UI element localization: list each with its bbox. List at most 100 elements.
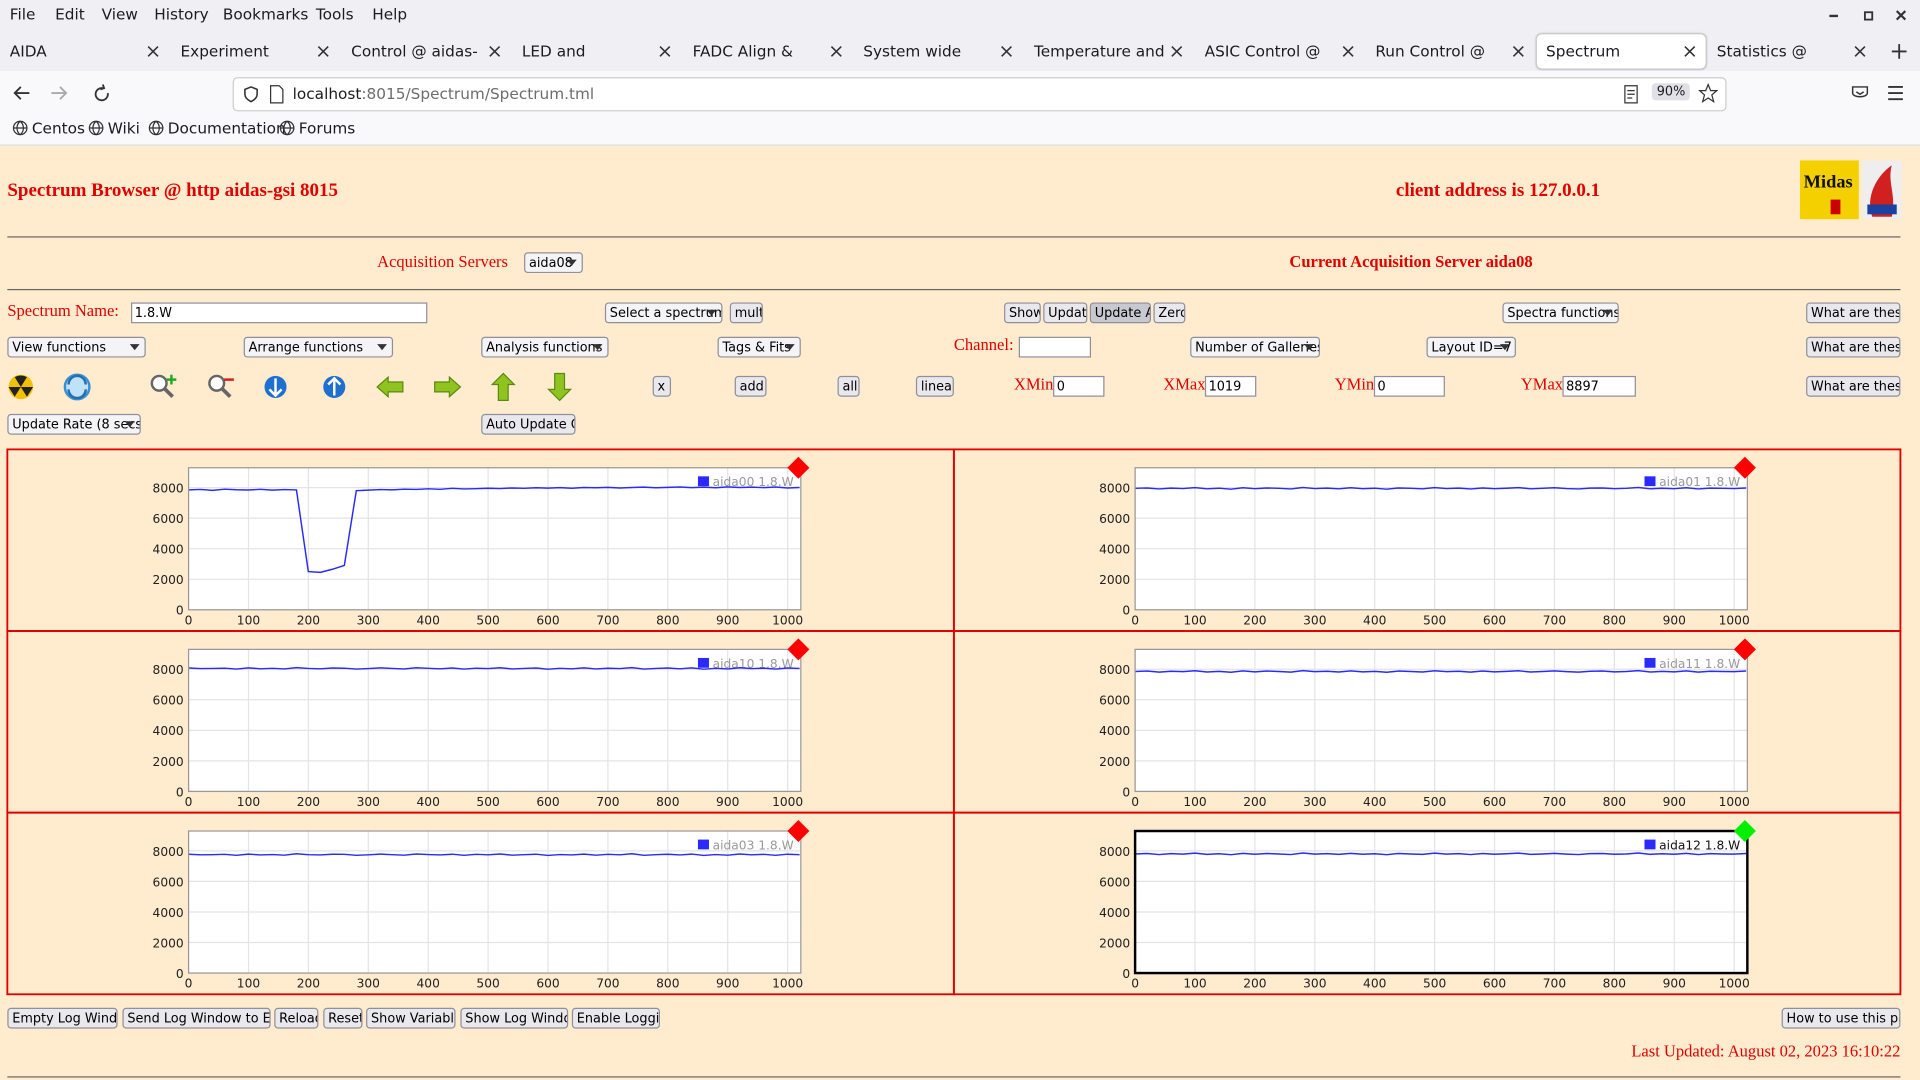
- x-tick-label: 500: [1423, 613, 1446, 627]
- tab-close[interactable]: [830, 45, 842, 57]
- y-tick-label: 2000: [153, 573, 184, 587]
- plot-frame: [187, 467, 802, 611]
- tab-close[interactable]: [1854, 45, 1866, 57]
- tab[interactable]: Run Control @ aidas: [1366, 34, 1535, 68]
- x-tick-label: 500: [1423, 795, 1446, 809]
- all[interactable]: all: [837, 375, 860, 397]
- menu-item[interactable]: Help: [372, 4, 408, 24]
- toolbar-icons[interactable]: [1849, 82, 1910, 104]
- tab-close[interactable]: [1000, 45, 1012, 57]
- x[interactable]: x: [652, 375, 672, 397]
- acq-select[interactable]: aida08: [524, 252, 583, 274]
- menu-item[interactable]: Bookmarks: [222, 4, 309, 24]
- tab-close[interactable]: [1512, 45, 1525, 57]
- menu-item[interactable]: Tools: [315, 4, 354, 24]
- menu-item[interactable]: File: [9, 4, 36, 24]
- new-tab[interactable]: [1891, 43, 1908, 60]
- number-of-galleries[interactable]: Number of Galleries: [1190, 336, 1321, 358]
- x-tick-label: 200: [297, 613, 320, 627]
- x-tick-label: 100: [237, 795, 260, 809]
- analysis-functions[interactable]: Analysis functions: [481, 336, 609, 358]
- help-0[interactable]: What are these?: [1806, 302, 1901, 324]
- help-2[interactable]: What are these?: [1806, 375, 1901, 397]
- tab[interactable]: FADC Align & Contro: [683, 34, 852, 68]
- bookmark[interactable]: Forums: [279, 119, 355, 137]
- url-host: localhost: [292, 84, 362, 103]
- multi[interactable]: multi: [729, 302, 763, 324]
- zoom-level[interactable]: 90%: [1651, 83, 1691, 101]
- star-icon[interactable]: [1698, 83, 1718, 103]
- tab[interactable]: Statistics @ aidas-gsi: [1707, 34, 1876, 68]
- tab[interactable]: Experiment Control @: [171, 34, 340, 68]
- menu-item[interactable]: History: [154, 4, 209, 24]
- footer-button[interactable]: Reset: [323, 1007, 363, 1029]
- x-tick-label: 600: [536, 795, 559, 809]
- channel[interactable]: [1018, 336, 1092, 358]
- footer-button[interactable]: Enable Logging: [571, 1007, 661, 1029]
- xmax[interactable]: [1204, 375, 1257, 397]
- linear[interactable]: linear: [915, 375, 954, 397]
- update-rate[interactable]: Update Rate (8 secs): [7, 413, 141, 435]
- menu-item[interactable]: View: [101, 4, 138, 24]
- tab[interactable]: ASIC Control @ aida: [1195, 34, 1364, 68]
- shield-icon: [244, 86, 258, 103]
- zero[interactable]: Zero: [1153, 302, 1186, 324]
- x-tick-label: 500: [476, 613, 499, 627]
- series-line: [188, 486, 800, 574]
- tab-close[interactable]: [1171, 45, 1183, 57]
- x-tick-label: 600: [1483, 795, 1506, 809]
- footer-button[interactable]: Empty Log Window: [7, 1007, 118, 1029]
- tab[interactable]: LED and Waveform c: [512, 34, 681, 68]
- tab-close[interactable]: [1683, 45, 1695, 57]
- footer-button[interactable]: Show Log Window: [460, 1007, 569, 1029]
- tab[interactable]: AIDA: [0, 34, 169, 68]
- select-spectrum[interactable]: Select a spectrum: [604, 302, 723, 324]
- ymax[interactable]: [1562, 375, 1636, 397]
- reader-icon[interactable]: [1622, 84, 1639, 104]
- layout[interactable]: Layout ID=7: [1426, 336, 1516, 358]
- add[interactable]: add: [734, 375, 767, 397]
- bookmark[interactable]: Wiki: [88, 119, 140, 137]
- y-tick-label: 0: [176, 604, 184, 618]
- tab-close[interactable]: [147, 45, 159, 57]
- update-all[interactable]: Update All: [1089, 302, 1152, 324]
- close-glyph: [830, 45, 842, 57]
- tab-close[interactable]: [488, 45, 500, 57]
- menu-item[interactable]: Edit: [55, 4, 85, 24]
- y-tick-label: 8000: [1099, 482, 1130, 496]
- spectrum-name[interactable]: [131, 302, 428, 324]
- x-tick-label: 200: [1243, 613, 1266, 627]
- update[interactable]: Update: [1043, 302, 1088, 324]
- client-address: client address is 127.0.0.1: [1395, 180, 1601, 201]
- help-button[interactable]: How to use this page: [1781, 1007, 1901, 1029]
- x-tick-label: 900: [716, 795, 739, 809]
- nav-buttons[interactable]: [10, 81, 120, 105]
- view-functions[interactable]: View functions: [7, 336, 146, 358]
- tool-icons[interactable]: [0, 370, 588, 404]
- show[interactable]: Show: [1004, 302, 1041, 324]
- footer-button[interactable]: Reload: [274, 1007, 319, 1029]
- tab-close[interactable]: [1342, 45, 1354, 57]
- x-tick-label: 300: [1303, 977, 1326, 991]
- url-bar[interactable]: localhost:8015/Spectrum/Spectrum.tml 90%: [232, 77, 1727, 112]
- xmin[interactable]: [1053, 375, 1105, 397]
- x-tick-label: 700: [1543, 795, 1566, 809]
- spectra-functions[interactable]: Spectra functions: [1502, 302, 1619, 324]
- tab-close[interactable]: [659, 45, 671, 57]
- footer-button[interactable]: Send Log Window to ELog: [122, 1007, 271, 1029]
- tab[interactable]: Spectrum Browser @: [1536, 34, 1706, 69]
- arrange-functions[interactable]: Arrange functions: [243, 336, 394, 358]
- ymin[interactable]: [1373, 375, 1445, 397]
- auto-update[interactable]: Auto Update ON: [481, 413, 576, 435]
- tab[interactable]: Control @ aidas-gsi: [341, 34, 510, 68]
- y-tick-label: 0: [1122, 604, 1130, 618]
- bookmark[interactable]: Documentation: [148, 119, 286, 137]
- help-1[interactable]: What are these?: [1806, 336, 1901, 358]
- footer-button[interactable]: Show Variables: [366, 1007, 456, 1029]
- tab-close[interactable]: [318, 45, 330, 57]
- tab[interactable]: Temperature and sta: [1024, 34, 1193, 68]
- bookmark[interactable]: Centos: [12, 119, 85, 137]
- tab[interactable]: System wide Checks: [853, 34, 1022, 68]
- tags-fits[interactable]: Tags & Fits: [717, 336, 801, 358]
- window-controls[interactable]: [1820, 5, 1918, 27]
